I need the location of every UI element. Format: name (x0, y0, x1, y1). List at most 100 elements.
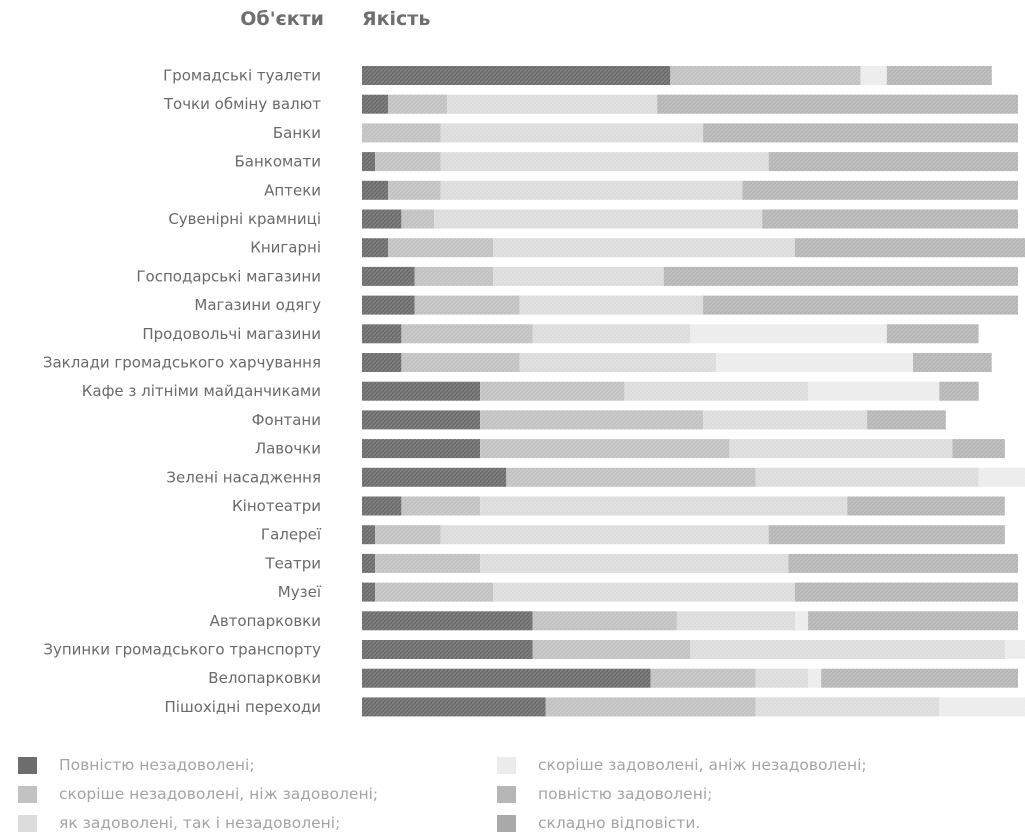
bar-segment (493, 266, 664, 286)
bar-segment (795, 238, 1025, 258)
bar-segment (362, 611, 533, 631)
category-label: Музеї (278, 583, 322, 601)
bar-segment (532, 640, 690, 659)
stacked-bar-chart: Громадські туалети Точки обміну валют Банк… (43, 66, 1025, 717)
bar-segment (913, 353, 992, 372)
bar-segment (532, 611, 677, 631)
bar-segment (362, 238, 389, 258)
category-label: Продовольчі магазини (142, 325, 321, 343)
bar-segment (362, 209, 402, 229)
legend-item: Повністю незадоволені; (18, 752, 255, 778)
bar-segment (362, 582, 376, 602)
bar-segment (703, 410, 868, 430)
bar-segment (650, 668, 756, 688)
legend-item: скоріше незадоволені, ніж задоволені; (18, 781, 378, 807)
bar-segment (362, 295, 415, 315)
bar-segment (375, 152, 441, 172)
bar-segment (860, 66, 887, 85)
bar-segment (939, 697, 1025, 717)
category-label: Фонтани (252, 411, 321, 429)
bar-segment (362, 180, 389, 200)
bar-segment (978, 467, 1025, 487)
category-label: Аптеки (264, 181, 321, 199)
bar-segment (447, 94, 658, 114)
bar-segment (401, 324, 533, 344)
bar-segment (362, 496, 402, 516)
bar-segment (480, 410, 704, 430)
bar-segment (657, 94, 1018, 114)
bar-segment (788, 553, 1018, 573)
legend-swatch (18, 756, 37, 774)
bar-segment (480, 439, 730, 459)
bar-segment (795, 582, 1018, 602)
category-axis-header: Об'єкти (240, 8, 324, 30)
bar-segment (703, 295, 1018, 315)
bar-segment (362, 525, 376, 545)
bar-segment (434, 209, 763, 229)
bar-segment (362, 324, 402, 344)
bar-segment (755, 467, 979, 487)
category-label: Банкомати (234, 153, 321, 171)
bar-segment (414, 295, 520, 315)
bar-segment (440, 525, 769, 545)
bar-segment (768, 525, 1005, 545)
bar-segment (755, 668, 809, 688)
category-label: Сувенірні крамниці (168, 210, 321, 228)
bar-segment (768, 152, 1018, 172)
bar-segment (808, 668, 822, 688)
bar-segment (690, 640, 1005, 659)
legend-swatch (497, 756, 516, 774)
bar-segment (362, 381, 481, 401)
bar-segment (867, 410, 946, 430)
bar-segment (362, 640, 533, 659)
bar-segment (808, 611, 1018, 631)
bar-segment (755, 697, 940, 717)
bar-segment (480, 553, 789, 573)
legend-label: скоріше незадоволені, ніж задоволені; (59, 785, 379, 803)
bar-segment (388, 94, 448, 114)
category-label: Зелені насадження (166, 468, 321, 486)
category-label: Магазини одягу (194, 296, 321, 314)
category-label: Банки (273, 124, 321, 142)
legend-label: як задоволені, так і незадоволені; (59, 814, 341, 832)
bar-segment (414, 266, 494, 286)
bar-segment (716, 353, 913, 372)
bar-segment (480, 496, 848, 516)
category-label: Лавочки (255, 440, 321, 458)
bar-segment (362, 410, 481, 430)
bar-segment (545, 697, 756, 717)
bar-segment (362, 467, 507, 487)
bar-segment (676, 611, 795, 631)
bar-segment (362, 66, 671, 85)
bar-segment (362, 266, 415, 286)
bar-segment (388, 180, 441, 200)
bar-segment (493, 582, 795, 602)
bar-segment (532, 324, 690, 344)
category-label: Господарські магазини (136, 267, 321, 285)
bar-segment (375, 553, 481, 573)
bar-segment (886, 66, 992, 85)
bar-segment (388, 238, 494, 258)
bar-segment (624, 381, 809, 401)
bar-segment (440, 152, 769, 172)
category-label: Галереї (261, 526, 322, 544)
category-label: Велопарковки (208, 669, 321, 687)
bar-segment (401, 209, 435, 229)
bar-segment (703, 123, 1018, 143)
bar-segment (362, 439, 481, 459)
legend-label: складно відповісти. (538, 814, 701, 832)
legend-swatch (497, 814, 516, 832)
bar-segment (401, 353, 520, 372)
legend-item: скоріше задоволені, аніж незадоволені; (497, 752, 867, 778)
bar-segment (729, 439, 953, 459)
chart-legend: Повністю незадоволені; скоріше незадоволе… (0, 752, 1025, 840)
category-label: Громадські туалети (163, 67, 321, 85)
legend-label: Повністю незадоволені; (59, 756, 255, 774)
bar-segment (663, 266, 1018, 286)
category-label: Точки обміну валют (163, 95, 321, 113)
bar-segment (440, 123, 704, 143)
legend-label: скоріше задоволені, аніж незадоволені; (538, 756, 867, 774)
bar-segment (847, 496, 1005, 516)
category-label: Кінотеатри (232, 497, 321, 515)
bar-segment (690, 324, 887, 344)
